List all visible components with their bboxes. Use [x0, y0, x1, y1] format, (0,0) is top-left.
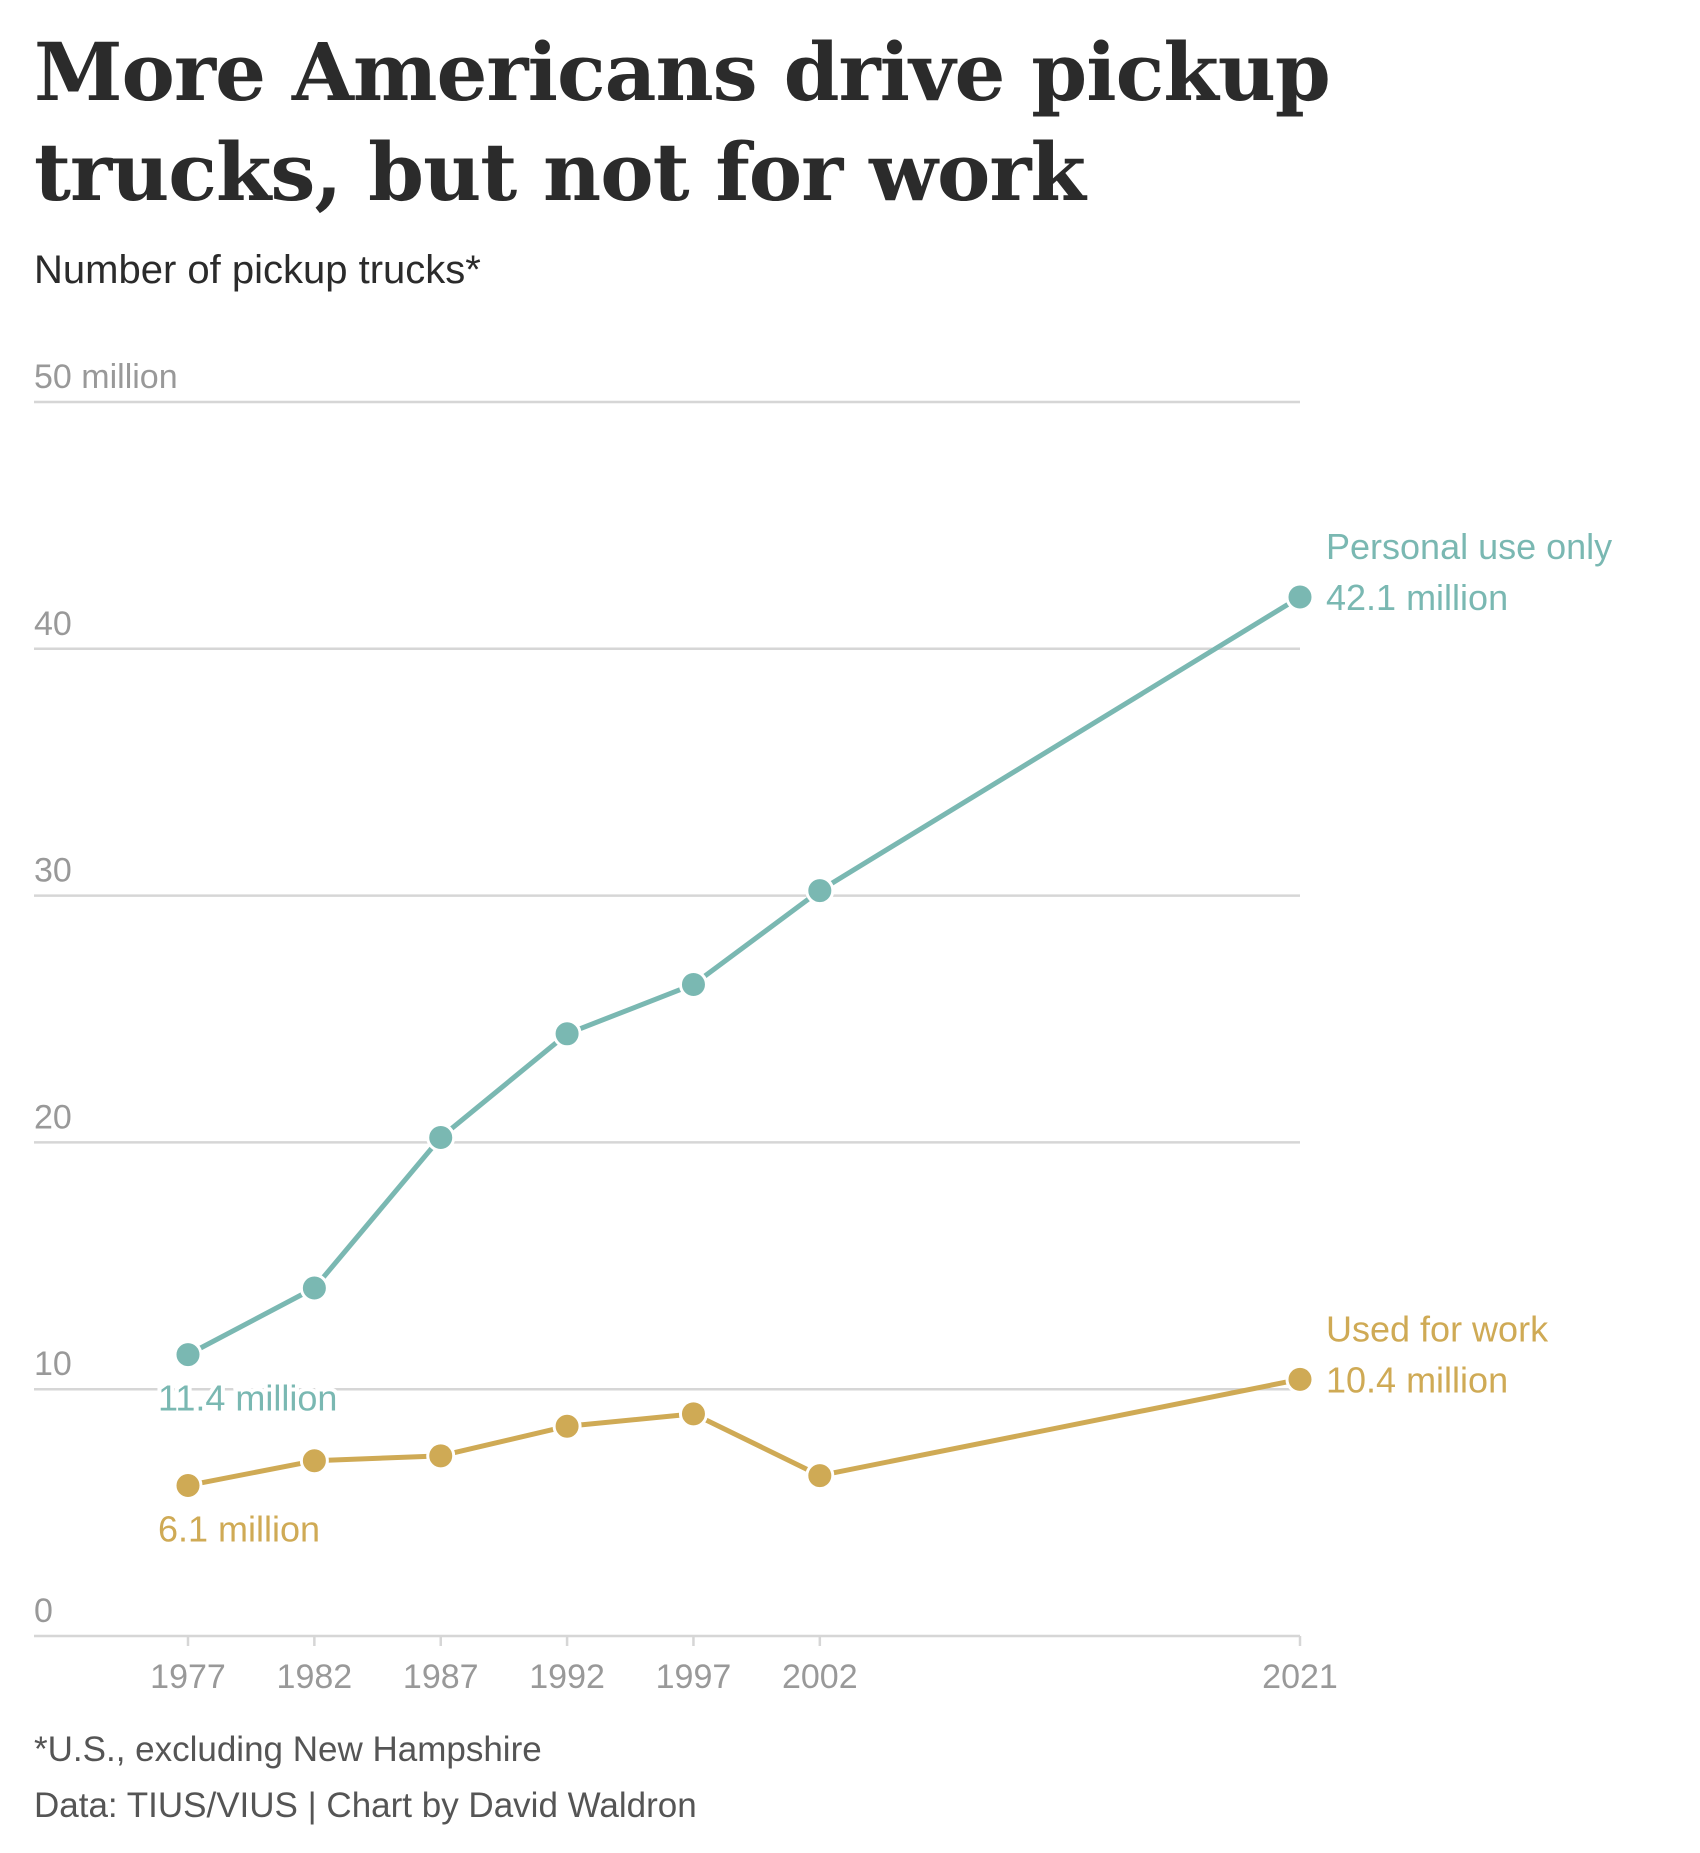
- x-tick-label: 1987: [403, 1658, 479, 1696]
- data-point: [805, 876, 835, 906]
- x-tick-label: 1992: [529, 1658, 605, 1696]
- source-credit: Data: TIUS/VIUS | Chart by David Waldron: [34, 1786, 697, 1825]
- series-layer: [173, 582, 1315, 1500]
- data-point: [1285, 582, 1315, 612]
- data-point: [426, 1441, 456, 1471]
- data-point: [173, 1340, 203, 1370]
- x-tick-label: 1982: [277, 1658, 353, 1696]
- end-value-label: 10.4 million: [1326, 1359, 1508, 1400]
- footnote: *U.S., excluding New Hampshire: [34, 1730, 542, 1769]
- series-name-label: Personal use only: [1326, 526, 1612, 567]
- end-value-label: 42.1 million: [1326, 577, 1508, 618]
- y-tick-labels: 0 10 20 30 40 50 million: [34, 358, 178, 1630]
- grid-layer: [34, 400, 1300, 1638]
- y-tick-label: 50 million: [34, 358, 178, 396]
- data-point: [299, 1446, 329, 1476]
- x-tick-label: 2021: [1262, 1658, 1338, 1696]
- chart-subtitle: Number of pickup trucks*: [34, 248, 481, 292]
- data-point: [678, 1399, 708, 1429]
- y-tick-label: 10: [34, 1345, 72, 1383]
- data-point: [805, 1461, 835, 1491]
- line-chart: 0 10 20 30 40 50 million 1977 1982 1987 1992 1997…: [34, 358, 1612, 1696]
- personal-use-line: [185, 594, 1303, 1358]
- x-tick-label: 1977: [150, 1658, 226, 1696]
- start-value-label: 6.1 million: [158, 1508, 320, 1549]
- y-tick-label: 0: [34, 1592, 53, 1630]
- data-point: [173, 1470, 203, 1500]
- series-name-label: Used for work: [1326, 1308, 1549, 1349]
- data-point: [552, 1019, 582, 1049]
- start-value-label: 11.4 million: [158, 1378, 337, 1419]
- data-point: [678, 969, 708, 999]
- y-tick-label: 20: [34, 1098, 72, 1136]
- data-point: [552, 1411, 582, 1441]
- work-use-line: [185, 1376, 1303, 1488]
- data-point: [1285, 1364, 1315, 1394]
- x-tick-labels: 1977 1982 1987 1992 1997 2002 2021: [150, 1636, 1338, 1696]
- y-tick-label: 40: [34, 605, 72, 643]
- data-point: [426, 1122, 456, 1152]
- y-tick-label: 30: [34, 852, 72, 890]
- data-point: [299, 1273, 329, 1303]
- x-tick-label: 1997: [656, 1658, 732, 1696]
- annotation-layer: Personal use only 42.1 million 11.4 millio…: [154, 526, 1612, 1553]
- chart-title: More Americans drive pickup trucks, but …: [34, 25, 1331, 219]
- x-tick-label: 2002: [782, 1658, 858, 1696]
